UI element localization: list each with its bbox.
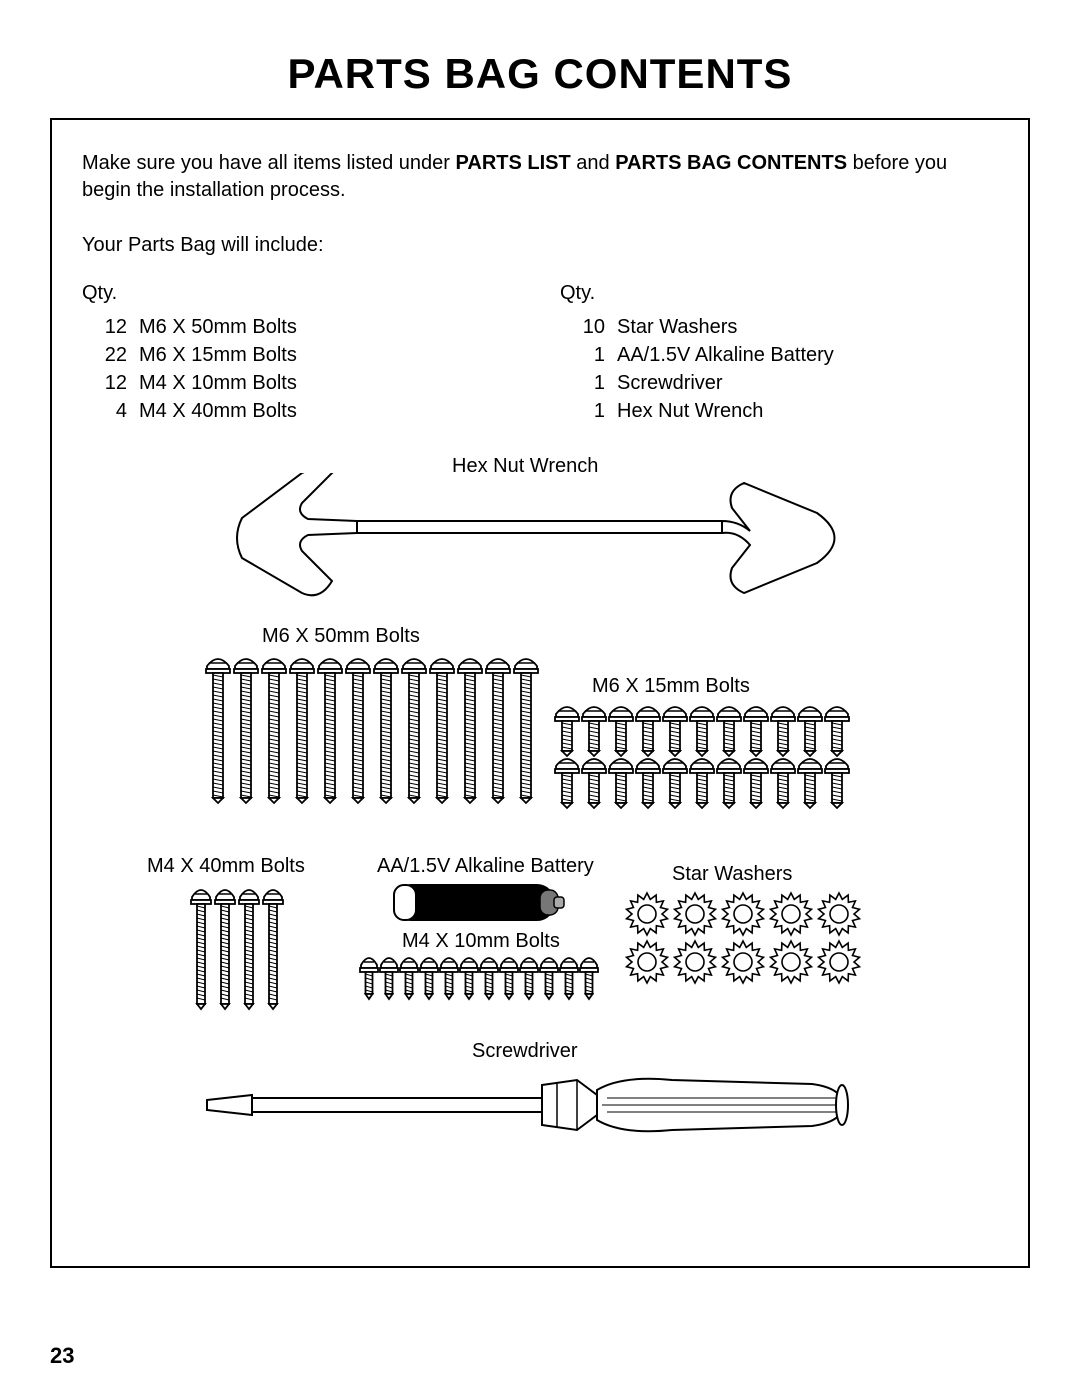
content-box: Make sure you have all items listed unde… xyxy=(50,118,1030,1268)
qty-header-right: Qty. xyxy=(560,282,998,305)
illustration-area: Hex Nut Wrench M6 X 50mm Bolts M6 X 15mm… xyxy=(82,455,998,1175)
intro-b1: PARTS LIST xyxy=(456,152,571,174)
m6-50-bolts-icon xyxy=(202,650,552,810)
qty-header-left: Qty. xyxy=(82,282,520,305)
part-qty: 22 xyxy=(82,341,139,369)
m4-10-label: M4 X 10mm Bolts xyxy=(402,930,560,953)
page-number: 23 xyxy=(50,1343,74,1369)
part-row: 12M4 X 10mm Bolts xyxy=(82,369,520,397)
parts-columns: Qty. 12M6 X 50mm Bolts 22M6 X 15mm Bolts… xyxy=(82,282,998,425)
part-name: M6 X 15mm Bolts xyxy=(139,341,520,369)
intro-b2: PARTS BAG CONTENTS xyxy=(615,152,847,174)
part-qty: 1 xyxy=(560,341,617,369)
part-row: 22M6 X 15mm Bolts xyxy=(82,341,520,369)
part-qty: 10 xyxy=(560,313,617,341)
part-qty: 1 xyxy=(560,397,617,425)
wrench-icon xyxy=(232,473,852,603)
part-name: Screwdriver xyxy=(617,369,998,397)
part-name: Star Washers xyxy=(617,313,998,341)
intro-text: Make sure you have all items listed unde… xyxy=(82,150,998,204)
m6-15-label: M6 X 15mm Bolts xyxy=(592,675,750,698)
screwdriver-label: Screwdriver xyxy=(472,1040,578,1063)
part-qty: 1 xyxy=(560,369,617,397)
part-row: 1AA/1.5V Alkaline Battery xyxy=(560,341,998,369)
part-name: M6 X 50mm Bolts xyxy=(139,313,520,341)
part-name: Hex Nut Wrench xyxy=(617,397,998,425)
part-row: 4M4 X 40mm Bolts xyxy=(82,397,520,425)
m4-40-bolts-icon xyxy=(187,883,297,1013)
part-qty: 12 xyxy=(82,369,139,397)
part-row: 12M6 X 50mm Bolts xyxy=(82,313,520,341)
part-row: 1Hex Nut Wrench xyxy=(560,397,998,425)
part-row: 10Star Washers xyxy=(560,313,998,341)
right-column: Qty. 10Star Washers 1AA/1.5V Alkaline Ba… xyxy=(560,282,998,425)
part-qty: 12 xyxy=(82,313,139,341)
star-washers-label: Star Washers xyxy=(672,863,792,886)
page-title: PARTS BAG CONTENTS xyxy=(50,50,1030,98)
left-column: Qty. 12M6 X 50mm Bolts 22M6 X 15mm Bolts… xyxy=(82,282,520,425)
m4-10-bolts-icon xyxy=(357,953,617,1001)
battery-icon xyxy=(392,880,572,925)
part-name: M4 X 10mm Bolts xyxy=(139,369,520,397)
part-name: M4 X 40mm Bolts xyxy=(139,397,520,425)
battery-label: AA/1.5V Alkaline Battery xyxy=(377,855,594,878)
page: PARTS BAG CONTENTS Make sure you have al… xyxy=(0,0,1080,1397)
part-name: AA/1.5V Alkaline Battery xyxy=(617,341,998,369)
m6-15-bolts-icon xyxy=(552,700,862,810)
subintro: Your Parts Bag will include: xyxy=(82,234,998,257)
part-row: 1Screwdriver xyxy=(560,369,998,397)
m6-50-label: M6 X 50mm Bolts xyxy=(262,625,420,648)
part-qty: 4 xyxy=(82,397,139,425)
m4-40-label: M4 X 40mm Bolts xyxy=(147,855,305,878)
intro-pre: Make sure you have all items listed unde… xyxy=(82,152,456,174)
screwdriver-icon xyxy=(202,1070,852,1140)
star-washers-icon xyxy=(622,890,872,990)
intro-mid: and xyxy=(571,152,615,174)
